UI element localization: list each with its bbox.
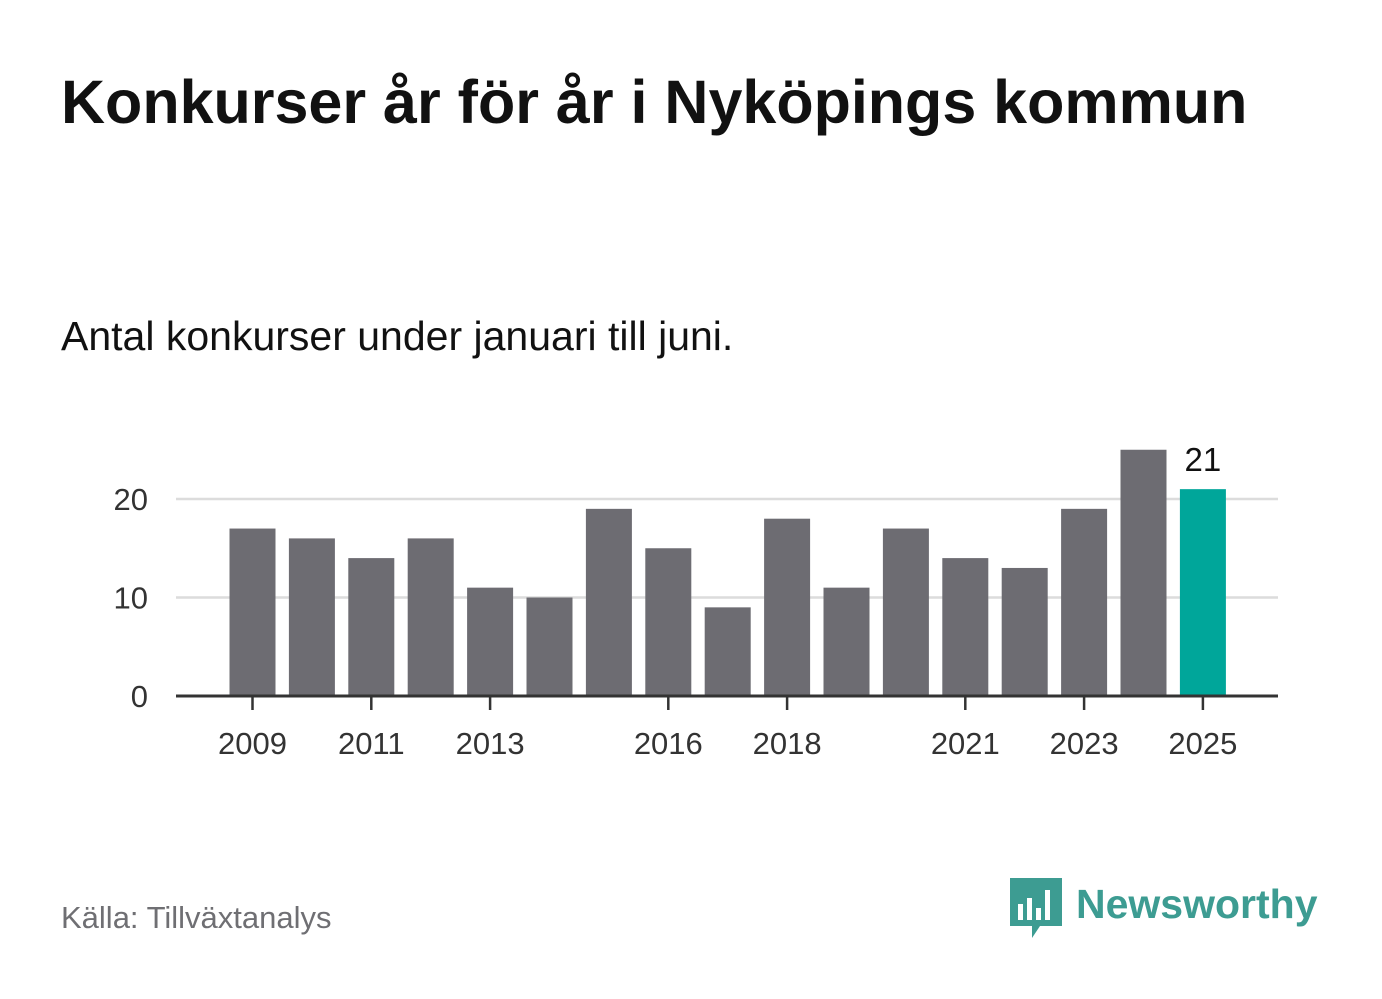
x-tick-label: 2009 xyxy=(218,726,287,761)
bar xyxy=(704,607,751,696)
bar xyxy=(348,558,395,696)
bar xyxy=(764,518,811,696)
bar xyxy=(467,587,514,696)
x-tick-label: 2021 xyxy=(931,726,1000,761)
y-tick-label: 10 xyxy=(114,581,148,616)
y-tick-label: 20 xyxy=(114,482,148,517)
bar xyxy=(526,597,573,696)
data-label: 21 xyxy=(1185,441,1222,478)
bar xyxy=(942,558,989,696)
bar xyxy=(288,538,335,696)
x-tick-label: 2011 xyxy=(338,726,405,761)
bar xyxy=(882,528,929,696)
x-tick-label: 2025 xyxy=(1168,726,1237,761)
bar xyxy=(585,508,632,696)
bar xyxy=(1179,489,1226,696)
x-tick-label: 2018 xyxy=(753,726,822,761)
chart-title: Konkurser år för år i Nyköpings kommun xyxy=(61,68,1248,136)
brand-logo: Newsworthy xyxy=(1010,878,1318,942)
bar xyxy=(1061,508,1108,696)
source-note: Källa: Tillväxtanalys xyxy=(61,900,332,935)
bar-chart: 0 10 20 2009 2011 2013 2016 2018 2021 2023 2025 21 xyxy=(114,441,1278,761)
x-tick-label: 2013 xyxy=(456,726,525,761)
bar xyxy=(823,587,870,696)
y-tick-label: 0 xyxy=(131,679,148,714)
bar-chart-speech-bubble-icon xyxy=(1010,878,1062,938)
bar xyxy=(1120,449,1167,696)
chart-subtitle: Antal konkurser under januari till juni. xyxy=(61,313,734,359)
bar xyxy=(407,538,454,696)
bar xyxy=(1001,567,1048,696)
bar xyxy=(229,528,276,696)
x-tick-label: 2016 xyxy=(634,726,703,761)
bar xyxy=(645,548,692,696)
x-tick-label: 2023 xyxy=(1050,726,1119,761)
brand-name: Newsworthy xyxy=(1076,881,1318,927)
